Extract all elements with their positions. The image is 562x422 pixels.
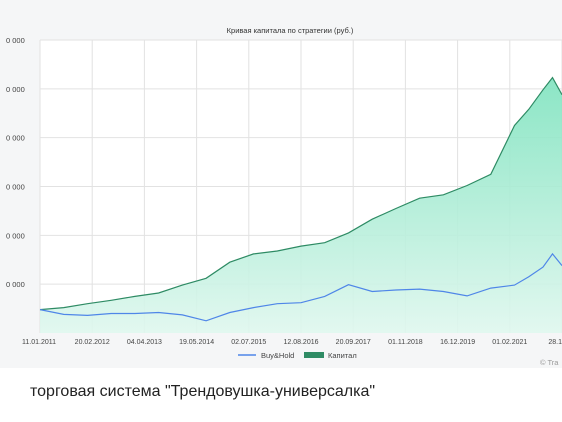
x-tick-label: 20.09.2017 — [336, 339, 371, 346]
series-area — [39, 76, 562, 333]
legend-label-capital: Капитал — [328, 351, 357, 360]
x-tick-label: 12.08.2016 — [283, 339, 318, 346]
y-tick-label: 0 000 — [6, 36, 25, 45]
y-axis-ticks: 0 000 0 000 0 000 0 000 0 000 0 000 — [6, 36, 25, 289]
buyhold-line — [39, 252, 562, 322]
y-tick-label: 0 000 — [6, 134, 25, 143]
chart-title: Кривая капитала по стратегии (руб.) — [227, 26, 354, 35]
x-tick-label: 02.07.2015 — [231, 339, 266, 346]
legend: Buy&Hold Капитал — [238, 351, 357, 360]
x-tick-label: 11.01.2011 — [22, 339, 56, 346]
equity-chart: 0 000 0 000 0 000 0 000 0 000 0 000 11.01.201… — [6, 26, 562, 367]
capital-area — [40, 77, 562, 333]
watermark: © Tra — [540, 358, 559, 367]
y-tick-label: 0 000 — [6, 231, 25, 240]
x-tick-label: 20.02.2012 — [75, 339, 110, 346]
x-axis-ticks: 11.01.2011 20.02.2012 04.04.2013 19.05.2014… — [22, 339, 562, 346]
chart-frame: 0 000 0 000 0 000 0 000 0 000 0 000 11.01.201… — [6, 26, 562, 367]
x-tick-label: 04.04.2013 — [127, 339, 162, 346]
y-tick-label: 0 000 — [6, 280, 25, 289]
x-tick-label: 19.05.2014 — [179, 339, 214, 346]
y-tick-label: 0 000 — [6, 85, 25, 94]
legend-label-buyhold: Buy&Hold — [261, 351, 294, 360]
x-tick-label: 01.11.2018 — [388, 339, 423, 346]
caption-title: торговая система "Трендовушка-универсалк… — [30, 383, 376, 400]
x-tick-label: 16.12.2019 — [440, 339, 475, 346]
y-tick-label: 0 000 — [6, 183, 25, 192]
capital-line — [39, 76, 562, 311]
legend-swatch-capital — [304, 352, 324, 358]
x-tick-label: 01.02.2021 — [492, 339, 527, 346]
x-tick-label: 28.1 — [548, 339, 562, 346]
